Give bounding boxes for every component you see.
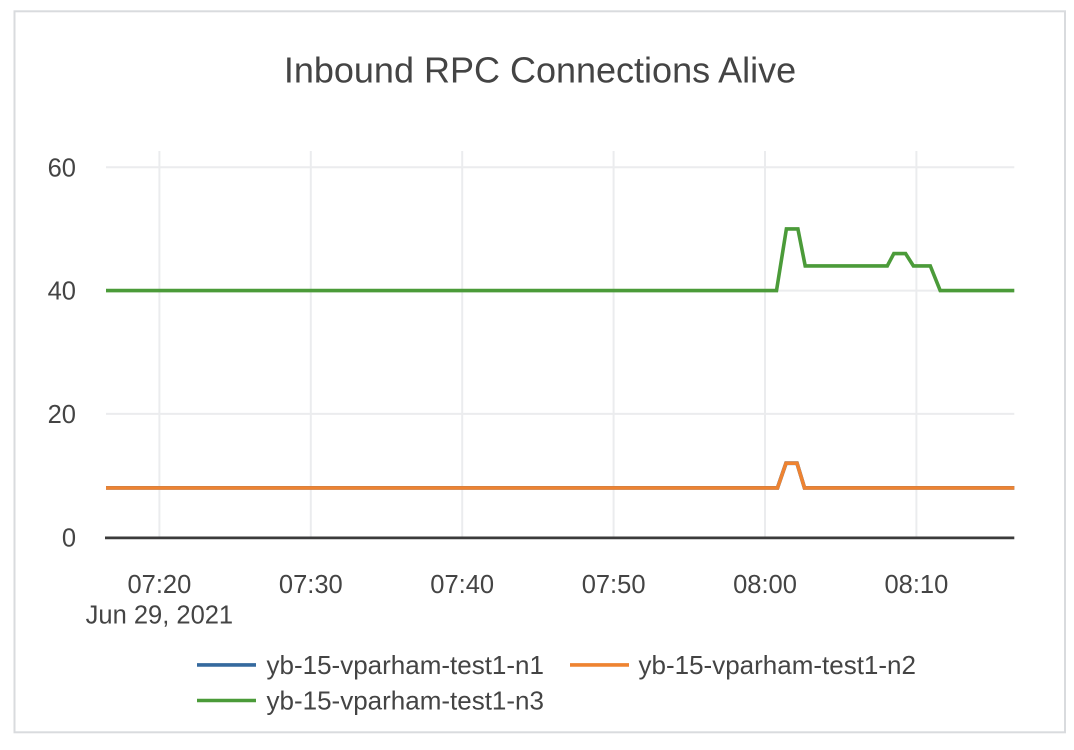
svg-text:07:40: 07:40 bbox=[430, 571, 494, 599]
svg-text:yb-15-vparham-test1-n1: yb-15-vparham-test1-n1 bbox=[267, 650, 544, 680]
svg-text:60: 60 bbox=[48, 154, 76, 182]
svg-text:07:20: 07:20 bbox=[127, 571, 191, 599]
svg-text:0: 0 bbox=[62, 524, 76, 552]
svg-text:Jun 29, 2021: Jun 29, 2021 bbox=[86, 602, 233, 630]
svg-text:yb-15-vparham-test1-n2: yb-15-vparham-test1-n2 bbox=[639, 650, 916, 680]
svg-text:08:00: 08:00 bbox=[733, 571, 797, 599]
svg-text:08:10: 08:10 bbox=[884, 571, 948, 599]
svg-text:07:50: 07:50 bbox=[582, 571, 646, 599]
svg-text:40: 40 bbox=[48, 278, 76, 306]
svg-text:20: 20 bbox=[48, 401, 76, 429]
svg-text:07:30: 07:30 bbox=[279, 571, 343, 599]
svg-text:yb-15-vparham-test1-n3: yb-15-vparham-test1-n3 bbox=[267, 686, 544, 716]
svg-text:Inbound RPC Connections Alive: Inbound RPC Connections Alive bbox=[284, 50, 796, 91]
